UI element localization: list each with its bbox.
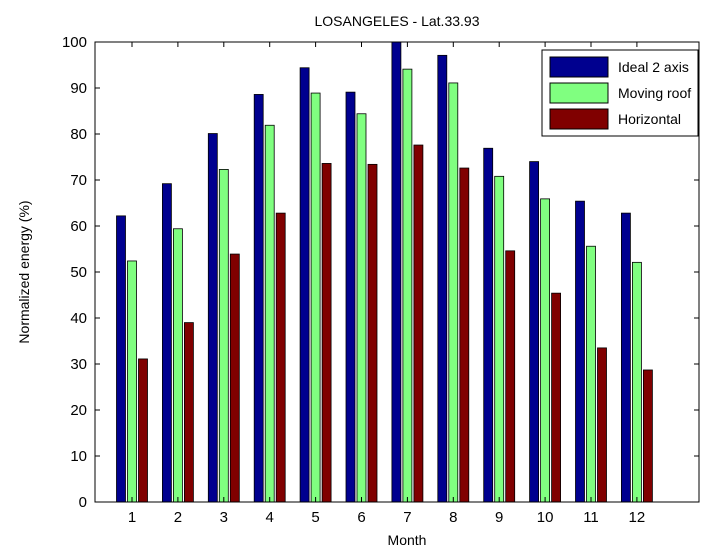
bar-horizontal-month-1 bbox=[138, 358, 148, 503]
legend: Ideal 2 axis Moving roof Horizontal bbox=[541, 49, 699, 137]
y-tick-label: 60 bbox=[70, 218, 87, 235]
bar-moving-roof-month-7 bbox=[402, 68, 413, 503]
y-tick-label: 100 bbox=[62, 34, 87, 51]
bar-moving-roof-month-8 bbox=[448, 82, 459, 503]
x-tick-label: 2 bbox=[174, 509, 182, 526]
bar-horizontal-month-6 bbox=[367, 163, 378, 503]
legend-label-horizontal: Horizontal bbox=[618, 111, 681, 127]
bar-horizontal-month-7 bbox=[413, 144, 424, 503]
bar-horizontal-month-3 bbox=[229, 253, 240, 503]
legend-swatch-ideal-2-axis bbox=[549, 56, 609, 78]
x-tick-label: 9 bbox=[495, 509, 503, 526]
bar-moving-roof-month-4 bbox=[264, 124, 275, 503]
bar-moving-roof-month-10 bbox=[540, 198, 550, 503]
bar-ideal-2-axis-month-2 bbox=[161, 183, 172, 503]
bar-horizontal-month-10 bbox=[551, 292, 561, 503]
bar-moving-roof-month-11 bbox=[586, 245, 596, 503]
y-tick-label: 0 bbox=[79, 494, 87, 511]
bar-ideal-2-axis-month-11 bbox=[575, 200, 585, 503]
y-tick-label: 70 bbox=[70, 172, 87, 189]
bar-horizontal-month-2 bbox=[183, 322, 194, 503]
y-tick-label: 30 bbox=[70, 356, 87, 373]
bar-horizontal-month-11 bbox=[597, 347, 607, 503]
legend-swatch-horizontal bbox=[549, 108, 609, 130]
bar-horizontal-month-8 bbox=[459, 167, 470, 503]
legend-label-moving-roof: Moving roof bbox=[618, 85, 691, 101]
x-tick-label: 10 bbox=[537, 509, 554, 526]
y-ticks: 0 10 20 30 40 50 60 70 80 90 100 bbox=[62, 34, 699, 511]
bar-horizontal-month-4 bbox=[275, 212, 286, 503]
bar-horizontal-month-9 bbox=[505, 250, 516, 503]
plot-frame bbox=[94, 41, 700, 503]
x-tick-label: 1 bbox=[128, 509, 136, 526]
bar-ideal-2-axis-month-4 bbox=[253, 94, 264, 503]
bar-horizontal-month-5 bbox=[321, 163, 332, 503]
bar-ideal-2-axis-month-1 bbox=[116, 215, 126, 503]
legend-label-ideal-2-axis: Ideal 2 axis bbox=[618, 59, 689, 75]
y-axis-title: Normalized energy (%) bbox=[16, 200, 32, 343]
bar-moving-roof-month-2 bbox=[172, 228, 183, 503]
x-tick-label: 12 bbox=[629, 509, 646, 526]
x-tick-label: 6 bbox=[357, 509, 365, 526]
y-tick-label: 50 bbox=[70, 264, 87, 281]
y-tick-label: 10 bbox=[70, 448, 87, 465]
chart-title: LOSANGELES - Lat.33.93 bbox=[315, 13, 480, 29]
x-tick-label: 5 bbox=[311, 509, 319, 526]
bar-ideal-2-axis-month-6 bbox=[345, 91, 356, 503]
x-tick-label: 4 bbox=[266, 509, 274, 526]
bar-ideal-2-axis-month-10 bbox=[529, 161, 539, 503]
bar-moving-roof-month-3 bbox=[218, 169, 229, 503]
bar-horizontal-month-12 bbox=[643, 369, 653, 503]
bar-moving-roof-month-1 bbox=[127, 260, 137, 503]
x-tick-label: 8 bbox=[449, 509, 457, 526]
bar-moving-roof-month-6 bbox=[356, 113, 367, 503]
x-tick-label: 7 bbox=[403, 509, 411, 526]
x-ticks: 1 2 3 4 5 6 7 8 9 10 11 12 bbox=[128, 42, 645, 526]
y-tick-label: 40 bbox=[70, 310, 87, 327]
bar-ideal-2-axis-month-12 bbox=[621, 212, 631, 503]
bar-ideal-2-axis-month-7 bbox=[391, 41, 402, 503]
y-tick-label: 80 bbox=[70, 126, 87, 143]
y-tick-label: 90 bbox=[70, 80, 87, 97]
bar-ideal-2-axis-month-5 bbox=[299, 67, 310, 503]
bar-moving-roof-month-9 bbox=[494, 175, 505, 503]
bar-moving-roof-month-12 bbox=[632, 261, 642, 503]
x-axis-title: Month bbox=[388, 532, 427, 548]
y-tick-label: 20 bbox=[70, 402, 87, 419]
bar-ideal-2-axis-month-3 bbox=[207, 133, 218, 503]
x-tick-label: 3 bbox=[220, 509, 228, 526]
bar-ideal-2-axis-month-9 bbox=[483, 147, 494, 503]
bar-ideal-2-axis-month-8 bbox=[437, 54, 448, 503]
x-tick-label: 11 bbox=[583, 509, 599, 526]
legend-swatch-moving-roof bbox=[549, 82, 609, 104]
bar-moving-roof-month-5 bbox=[310, 92, 321, 503]
